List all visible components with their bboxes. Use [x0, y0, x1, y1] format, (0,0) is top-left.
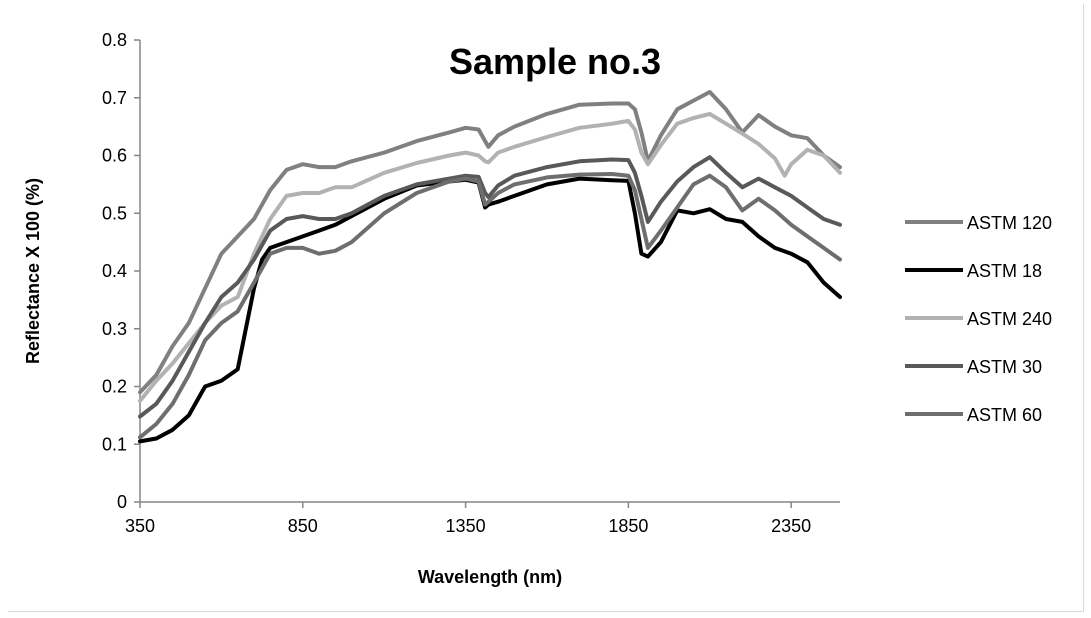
legend-label-astm-240: ASTM 240 — [967, 309, 1052, 329]
legend-label-astm-30: ASTM 30 — [967, 357, 1042, 377]
series-line-astm-120 — [138, 90, 842, 395]
y-tick-label: 0.6 — [102, 146, 127, 166]
series-line-astm-30 — [138, 155, 842, 419]
x-tick-label: 1350 — [446, 516, 486, 536]
y-tick-label: 0.1 — [102, 434, 127, 454]
x-ticks: 350 850 1350 1850 2350 — [125, 502, 811, 536]
y-tick-label: 0.3 — [102, 319, 127, 339]
legend: ASTM 120 ASTM 18 ASTM 240 ASTM 30 ASTM 60 — [905, 213, 1052, 425]
x-tick-label: 850 — [288, 516, 318, 536]
series-line-astm-60 — [138, 172, 842, 440]
x-axis-title: Wavelength (nm) — [418, 567, 562, 587]
y-tick-label: 0 — [117, 492, 127, 512]
legend-label-astm-18: ASTM 18 — [967, 261, 1042, 281]
legend-label-astm-120: ASTM 120 — [967, 213, 1052, 233]
y-ticks: 0 0.1 0.2 0.3 0.4 0.5 0.6 0.7 0.8 — [102, 30, 140, 512]
series-line-astm-18 — [138, 176, 842, 444]
y-axis-title: Reflectance X 100 (%) — [23, 178, 43, 364]
series-lines — [138, 90, 842, 444]
y-tick-label: 0.4 — [102, 261, 127, 281]
x-tick-label: 1850 — [608, 516, 648, 536]
y-tick-label: 0.2 — [102, 377, 127, 397]
y-tick-label: 0.8 — [102, 30, 127, 50]
y-tick-label: 0.7 — [102, 88, 127, 108]
x-tick-label: 2350 — [771, 516, 811, 536]
chart-title: Sample no.3 — [449, 41, 661, 82]
y-tick-label: 0.5 — [102, 203, 127, 223]
series-line-astm-240 — [138, 111, 842, 403]
chart-frame — [8, 4, 1084, 612]
x-tick-label: 350 — [125, 516, 155, 536]
legend-label-astm-60: ASTM 60 — [967, 405, 1042, 425]
